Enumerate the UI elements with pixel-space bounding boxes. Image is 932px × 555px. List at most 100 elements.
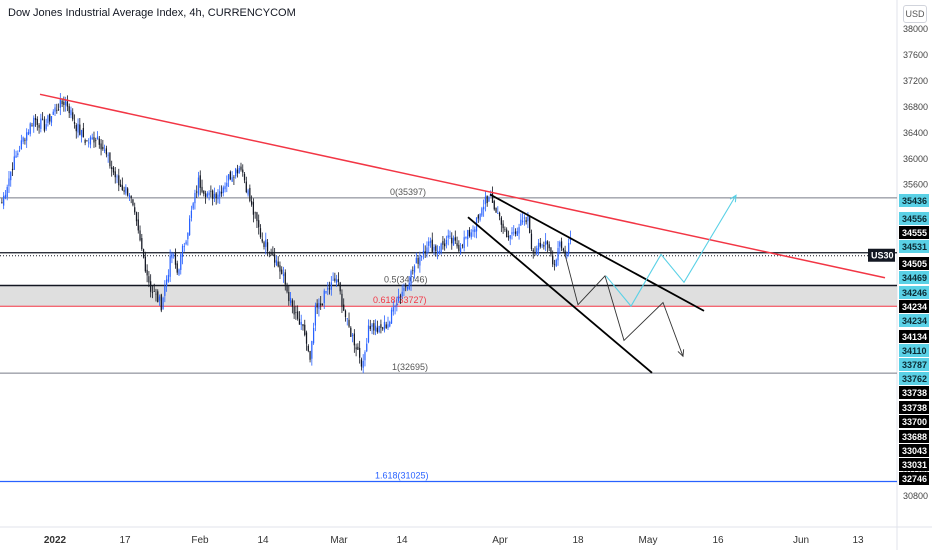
candle-body (369, 326, 371, 329)
candle-body (353, 333, 355, 346)
candle-body (171, 253, 173, 259)
candle-body (297, 311, 299, 319)
candle-body (341, 293, 343, 307)
candle-body (325, 291, 327, 293)
price-tag (899, 330, 929, 343)
candle-body (196, 191, 198, 193)
currency-label[interactable]: USD (903, 5, 927, 23)
candle-body (20, 140, 22, 150)
candle-body (408, 282, 410, 290)
price-tag (899, 358, 929, 371)
candle-body (343, 304, 345, 311)
candle-body (366, 343, 368, 352)
candle-body (38, 125, 40, 128)
candle-body (373, 323, 375, 331)
candle-body (385, 324, 387, 328)
candle-body (43, 119, 46, 131)
candle-body (311, 340, 313, 359)
candle-body (291, 300, 293, 307)
candle-body (141, 238, 143, 250)
candle-body (52, 111, 54, 115)
candle-body (527, 216, 529, 222)
candle-body (511, 232, 513, 235)
candle-body (321, 303, 324, 306)
price-tag-value: 34234 (902, 302, 927, 312)
candle-body (474, 229, 476, 233)
candle-body (470, 232, 472, 238)
candle-body (26, 132, 28, 141)
price-tag-value: 32746 (902, 474, 927, 484)
candle-body (465, 236, 467, 238)
fib-zone (0, 285, 897, 307)
candle-body (236, 169, 239, 174)
candle-body (180, 254, 182, 270)
candle-body (426, 247, 428, 255)
price-tag (899, 286, 929, 299)
candle-body (121, 185, 123, 191)
candle-body (112, 167, 115, 173)
candle-body (344, 310, 347, 317)
candle-body (350, 327, 352, 337)
candle-body (15, 155, 17, 158)
candle-body (199, 175, 201, 188)
candle-body (261, 239, 263, 242)
candle-body (318, 303, 320, 309)
candle-body (238, 167, 240, 174)
candle-body (1, 202, 3, 203)
candle-body (8, 178, 10, 187)
price-tag-value: 33688 (902, 432, 927, 442)
candle-body (433, 246, 435, 251)
time-tick-label: 14 (257, 535, 269, 546)
projection-path-primary (564, 254, 684, 357)
candle-body (100, 143, 102, 150)
candle-body (323, 290, 325, 304)
candle-body (226, 182, 228, 187)
candle-body (4, 194, 7, 199)
candle-body (56, 109, 58, 111)
candle-body (564, 250, 566, 256)
candle-body (165, 279, 168, 287)
candle-body (65, 99, 67, 106)
candle-body (286, 284, 288, 292)
candle-body (559, 242, 561, 247)
candle-body (222, 187, 224, 193)
candle-body (17, 153, 19, 155)
candle-body (360, 359, 363, 367)
candle-body (135, 212, 138, 222)
candle-body (507, 236, 510, 238)
price-tick-label: 30800 (903, 491, 928, 501)
time-tick-label: 16 (712, 535, 724, 546)
candle-body (146, 269, 148, 276)
candle-body (125, 187, 127, 194)
candle-body (256, 212, 258, 222)
candle-body (467, 230, 469, 240)
candle-body (185, 241, 187, 245)
candle-body (189, 218, 191, 236)
candle-body (436, 251, 439, 254)
candle-body (281, 269, 283, 274)
candle-body (327, 287, 329, 290)
candle-body (543, 245, 545, 247)
candle-body (203, 190, 205, 194)
candle-body (167, 274, 169, 282)
candle-body (412, 270, 414, 271)
candle-body (183, 246, 185, 247)
candle-body (332, 279, 334, 281)
candle-body (176, 263, 178, 273)
price-tick-label: 36000 (903, 154, 928, 164)
candle-body (357, 346, 359, 350)
candle-body (95, 140, 97, 141)
candle-body (277, 261, 279, 267)
candle-body (96, 136, 99, 140)
candle-body (50, 116, 53, 123)
candle-body (518, 227, 520, 234)
candle-body (447, 235, 449, 238)
price-tag (899, 372, 929, 385)
candle-body (502, 223, 504, 229)
candle-body (164, 286, 166, 296)
candle-body (419, 257, 421, 266)
symbol-tag-label: US30 (871, 251, 894, 261)
price-tag-value: 34531 (902, 242, 927, 252)
